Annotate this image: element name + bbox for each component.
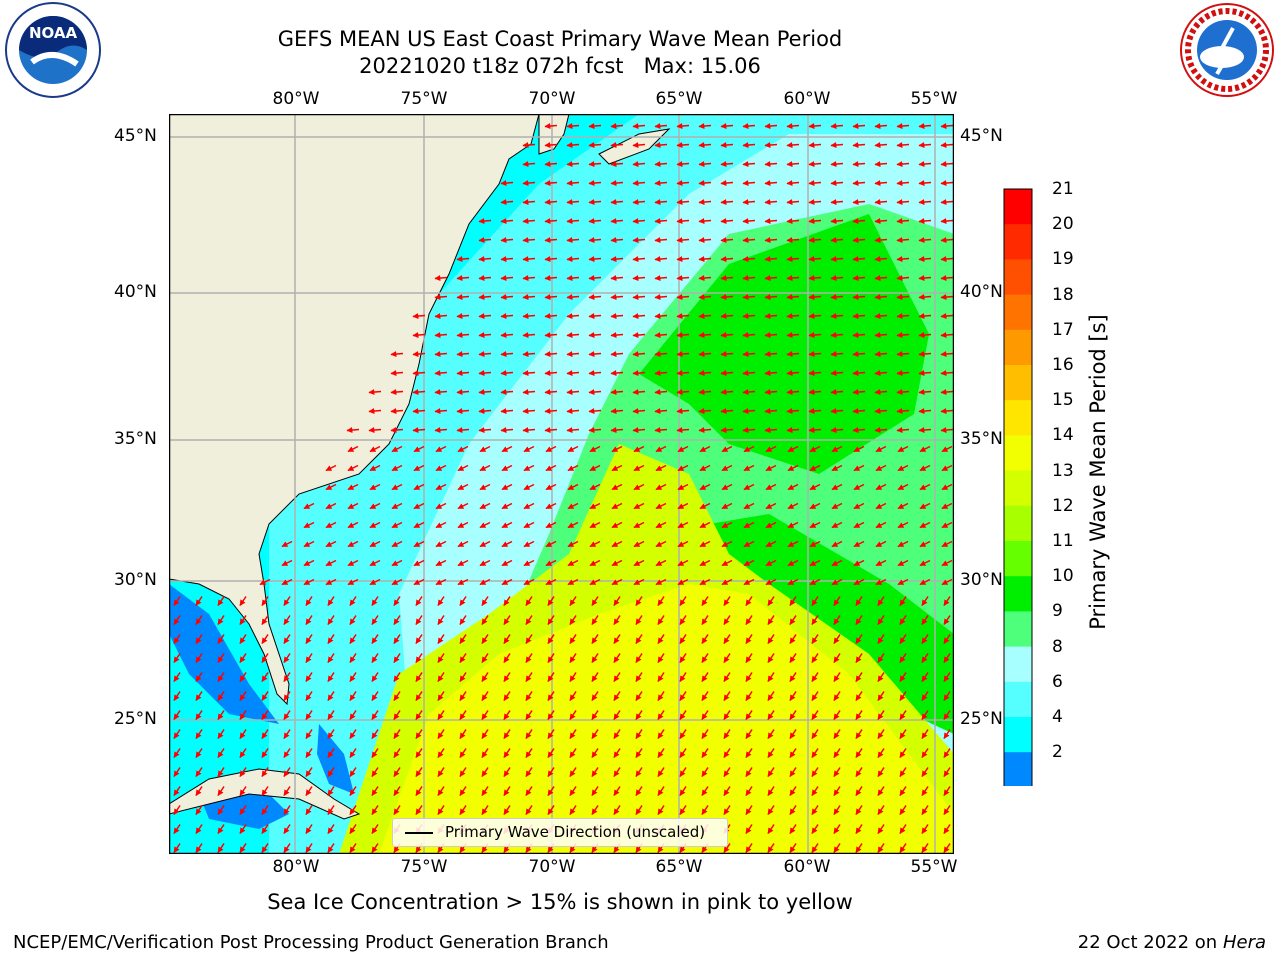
footer-date: 22 Oct 2022 on Hera [1078,932,1266,953]
nws-logo [1180,3,1274,97]
colorbar-segment [1004,470,1032,507]
colorbar-segment [1004,329,1032,366]
colorbar-tick-label: 15 [1052,390,1074,411]
colorbar-tick-label: 10 [1052,566,1074,587]
lon-label-bottom-80w: 80°W [272,857,320,877]
chart-title-line2: 20221020 t18z 072h fcst Max: 15.06 [359,54,761,78]
colorbar-tick-label: 8 [1052,636,1063,657]
colorbar-tick-label: 12 [1052,495,1074,516]
colorbar-tick-label: 4 [1052,707,1063,727]
colorbar-segment [1004,681,1032,718]
lon-label-top-55w: 55°W [910,89,958,109]
lon-label-bottom-75w: 75°W [400,857,448,877]
colorbar-segment [1004,646,1032,683]
lat-label-left-40n: 40°N [114,282,157,302]
colorbar-tick-label: 2 [1052,742,1063,763]
lat-label-left-25n: 25°N [114,709,157,729]
lat-label-right-25n: 25°N [960,709,1003,729]
colorbar-segment [1004,505,1032,542]
colorbar-tick-label: 20 [1052,214,1074,235]
lat-label-right-35n: 35°N [960,429,1003,449]
colorbar-tick-label: 11 [1052,531,1074,551]
lat-label-left-45n: 45°N [114,126,157,146]
colorbar-segment [1004,365,1032,401]
lat-label-left-30n: 30°N [114,570,157,590]
colorbar-tick-label: 14 [1052,425,1074,446]
lat-label-left-35n: 35°N [114,429,157,449]
lon-label-bottom-55w: 55°W [910,857,958,877]
colorbar-segment [1004,294,1032,331]
colorbar-segment [1004,611,1032,648]
colorbar-segment [1004,752,1032,786]
colorbar-segment [1004,259,1032,296]
colorbar-tick-label: 21 [1052,179,1074,199]
colorbar-segment [1004,224,1032,260]
lon-label-bottom-70w: 70°W [528,857,576,877]
colorbar-tick-label: 19 [1052,249,1074,270]
colorbar-tick-label: 17 [1052,319,1074,340]
lon-label-bottom-65w: 65°W [655,857,703,877]
wave-direction-arrows [173,123,954,853]
lon-label-top-70w: 70°W [528,89,576,109]
lon-label-top-80w: 80°W [272,89,320,109]
lat-label-right-30n: 30°N [960,570,1003,590]
legend-label: Primary Wave Direction (unscaled) [445,823,706,841]
colorbar-tick-label: 9 [1052,601,1063,622]
footer-machine: Hera [1222,932,1266,953]
lat-label-right-45n: 45°N [960,126,1003,146]
sea-ice-note: Sea Ice Concentration > 15% is shown in … [267,890,853,914]
colorbar-tick-label: 16 [1052,355,1074,375]
colorbar-title: Primary Wave Mean Period [s] [1086,314,1110,630]
lon-label-top-60w: 60°W [783,89,831,109]
wave-period-map [169,114,954,854]
lon-label-bottom-60w: 60°W [783,857,831,877]
colorbar-segment [1004,400,1032,436]
north-america-land [169,114,540,706]
lon-label-top-75w: 75°W [400,89,448,109]
colorbar-tick-label: 18 [1052,284,1074,305]
noaa-logo: NOAA [5,2,101,98]
legend-line-sample [405,832,433,834]
map-legend: Primary Wave Direction (unscaled) [392,818,728,847]
lon-label-top-65w: 65°W [655,89,703,109]
colorbar [1003,188,1033,786]
colorbar-tick-label: 13 [1052,460,1074,481]
colorbar-segment [1004,435,1032,472]
lat-label-right-40n: 40°N [960,282,1003,302]
chart-title-line1: GEFS MEAN US East Coast Primary Wave Mea… [277,27,843,51]
colorbar-segment [1004,576,1032,612]
footer-credit: NCEP/EMC/Verification Post Processing Pr… [13,932,609,953]
colorbar-segment [1004,189,1032,225]
colorbar-tick-label: 6 [1052,671,1063,692]
footer-date-text: 22 Oct 2022 on [1077,932,1223,953]
colorbar-segment [1004,717,1032,753]
colorbar-segment [1004,541,1032,577]
svg-text:NOAA: NOAA [29,24,78,42]
